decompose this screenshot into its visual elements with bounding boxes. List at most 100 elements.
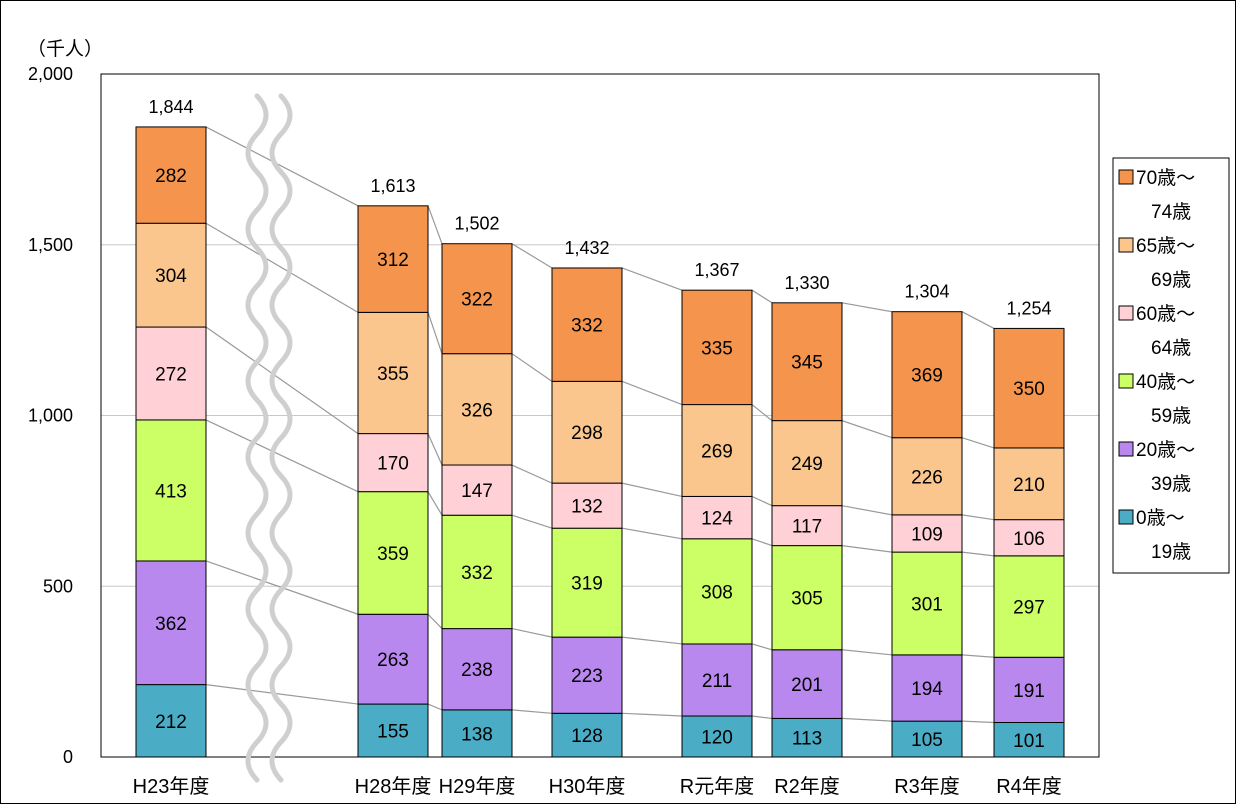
total-label: 1,304 [904,282,949,302]
data-label: 109 [911,524,943,545]
data-label: 101 [1013,731,1045,752]
x-tick-label: R3年度 [894,775,960,798]
data-label: 308 [701,582,733,603]
data-label: 138 [461,724,493,745]
x-tick-label: H23年度 [133,775,210,798]
data-label: 170 [377,454,409,475]
series-connector [621,527,683,540]
legend-label: 20歳～ [1136,439,1195,461]
legend-label: 70歳～ [1136,167,1195,189]
legend-swatch [1118,509,1134,525]
bar-segment [993,447,1065,521]
data-label: 117 [792,517,822,538]
bar-segment [891,437,963,516]
data-label: 147 [461,481,493,502]
data-label: 345 [791,353,823,374]
y-tick-label: 0 [63,747,73,767]
legend-label: 69歳 [1151,269,1191,291]
series-connector [205,684,359,705]
legend-label: 59歳 [1151,405,1191,427]
legend-label: 74歳 [1151,201,1191,223]
bar-segment [441,628,513,711]
labels: 0 500 1,000 1,500 2,000 （千人） 212 362 413 272 304 28… [27,38,1062,798]
bar-segment [135,126,207,224]
data-label: 210 [1013,475,1045,496]
data-label: 298 [571,423,603,444]
bar-segment [771,302,843,422]
bar-segment [993,519,1065,557]
x-tick-label: R元年度 [680,775,754,798]
series-connector [961,720,995,724]
series-connector [511,709,553,714]
data-label: 332 [571,316,603,337]
series-connector [205,419,359,493]
legend-label: 19歳 [1151,541,1191,563]
legend-label: 64歳 [1151,337,1191,359]
series-connector [751,495,773,507]
legend: 70歳～ 74歳 65歳～ 69歳 60歳～ 64歳 40歳～ 59歳 20歳～ 39歳 0歳～ 19… [1112,157,1230,574]
data-label: 105 [911,730,943,751]
y-unit-label: （千人） [27,38,103,60]
data-label: 322 [461,290,493,311]
x-tick-label: H30年度 [549,775,626,798]
series-connector [751,715,773,720]
series-connector [511,628,553,638]
data-label: 297 [1013,598,1045,619]
series-connector [427,205,443,244]
data-label: 335 [701,338,733,359]
series-connector [621,482,683,498]
legend-label: 40歳～ [1136,371,1195,393]
bar-segment [681,538,753,645]
bar-segment [551,267,623,382]
bar-segment [357,613,429,705]
data-label: 113 [792,729,822,750]
series-connector [621,636,683,645]
legend-label: 0歳～ [1136,507,1185,529]
data-label: 350 [1013,379,1045,400]
bar-segment [135,560,207,686]
data-label: 304 [155,266,187,287]
series-connector [511,464,553,484]
series-connector [205,326,359,435]
bar-segment [891,654,963,722]
series-connector [961,514,995,521]
series-connector [427,433,443,466]
data-label: 272 [155,364,187,385]
axis-break-line [269,93,293,783]
series-connector-lines [205,126,995,724]
bar-segment [891,514,963,553]
data-label: 120 [701,728,733,749]
data-label: 369 [911,366,943,387]
bar-segment [891,311,963,439]
legend-box [1112,157,1230,574]
series-connector [427,613,443,630]
data-label: 155 [377,722,409,743]
legend-swatch [1118,441,1134,457]
series-connector [841,302,893,313]
series-connector [511,514,553,529]
bar-segment [993,327,1065,449]
data-label: 359 [377,544,409,565]
data-label: 201 [791,675,823,696]
legend-label: 65歳～ [1136,235,1195,257]
total-label: 1,367 [694,260,739,280]
series-connector [841,717,893,722]
series-connector [205,126,359,207]
bar-segment [681,715,753,758]
data-label: 269 [701,442,733,463]
data-label: 301 [911,594,943,615]
bar-segment [771,545,843,651]
series-connector [621,380,683,406]
series-connector [621,267,683,291]
bar-segment [357,205,429,313]
total-label: 1,502 [454,214,499,234]
series-connector [751,404,773,422]
bar-segment [681,495,753,540]
series-connector [961,437,995,449]
total-label: 1,613 [370,176,415,196]
legend-swatch [1118,305,1134,321]
y-tick-label: 500 [43,576,73,596]
bar-segment [551,380,623,484]
bar-segment [993,722,1065,758]
